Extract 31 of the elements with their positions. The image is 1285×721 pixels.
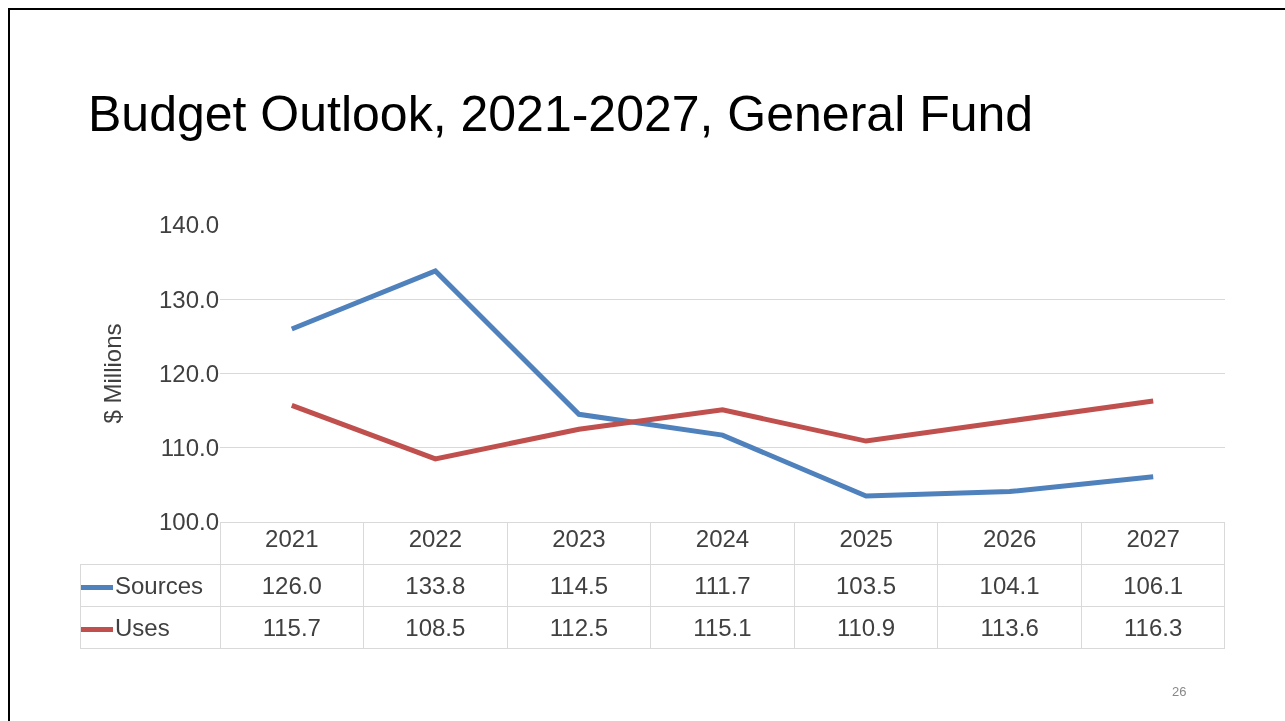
chart-title: Budget Outlook, 2021-2027, General Fund	[88, 85, 1034, 143]
y-tick-label: 140.0	[158, 211, 219, 239]
data-label: 111.7	[650, 564, 795, 607]
y-tick-label: 110.0	[160, 434, 219, 462]
x-tick-label: 2022	[408, 525, 463, 552]
x-tick-label: 2021	[265, 525, 319, 552]
legend-label: Sources	[115, 571, 204, 599]
data-label: 114.5	[507, 564, 651, 607]
y-tick-label: 130.0	[158, 285, 219, 313]
y-tick-label: 120.0	[158, 359, 219, 387]
x-tick-label: 2023	[552, 525, 606, 552]
data-label: 110.9	[794, 606, 938, 649]
y-tick-label: 100.0	[158, 508, 219, 536]
data-label: 108.5	[363, 606, 508, 649]
legend-label: Uses	[115, 613, 170, 641]
x-tick-label: 2026	[982, 525, 1037, 552]
data-label: 126.0	[220, 564, 364, 607]
data-label: 113.6	[937, 606, 1082, 649]
text: 26	[1172, 684, 1187, 699]
x-tick-label: 2024	[695, 525, 750, 552]
data-label: 133.8	[363, 564, 508, 607]
x-tick-label: 2025	[839, 525, 893, 552]
data-label: 106.1	[1081, 564, 1225, 607]
data-label: 103.5	[794, 564, 938, 607]
data-label: 115.7	[220, 606, 364, 649]
x-tick-label: 2027	[1126, 525, 1180, 552]
y-axis-title: $ Millions	[99, 323, 127, 424]
data-label: 104.1	[937, 564, 1082, 607]
data-label: 116.3	[1081, 606, 1225, 649]
data-label: 115.1	[650, 606, 795, 649]
data-label: 112.5	[507, 606, 651, 649]
